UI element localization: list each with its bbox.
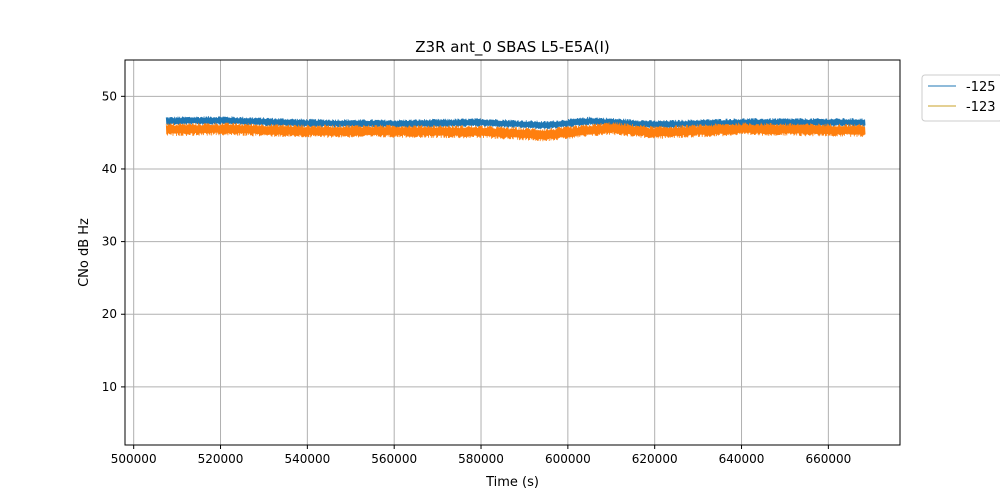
x-tick-label-8: 660000 [805,452,851,466]
series-line-1 [165,122,866,142]
x-tick-label-0: 500000 [111,452,157,466]
plot-frame [124,59,901,446]
y-tick-label-2: 30 [102,235,117,249]
x-tick-label-3: 560000 [371,452,417,466]
y-tick-label-4: 50 [102,89,117,103]
x-tick-label-2: 540000 [284,452,330,466]
y-tick-label-3: 40 [102,162,117,176]
x-tick-label-7: 640000 [719,452,765,466]
x-axis-label: Time (s) [485,475,539,490]
series-1 [165,122,866,142]
legend-box [921,74,1000,122]
x-tick-label-6: 620000 [632,452,678,466]
series-0 [165,116,866,130]
y-tick-label-0: 10 [102,380,117,394]
x-tick-label-1: 520000 [198,452,244,466]
x-tick-label-5: 600000 [545,452,591,466]
y-tick-label-1: 20 [102,307,117,321]
series-line-0 [165,116,866,130]
y-axis-label: CNo dB Hz [77,218,92,287]
legend-label-series-1: -123 [966,100,996,115]
legend-label-series-0: -125 [966,80,996,95]
chart-title: Z3R ant_0 SBAS L5-E5A(I) [415,38,610,57]
tick-layer: 500000 520000 540000 560000 580000 600000 6200… [102,89,852,466]
x-tick-label-4: 580000 [458,452,504,466]
series-layer [165,116,866,142]
legend: -125 -123 [921,74,1000,122]
